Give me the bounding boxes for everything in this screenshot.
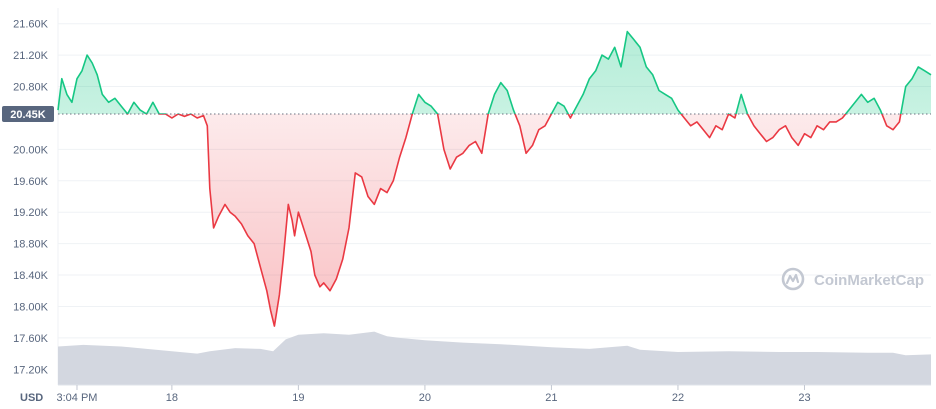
reference-layer: 20.45K bbox=[2, 106, 931, 123]
x-tick-label: 18 bbox=[166, 392, 178, 404]
x-tick-label: 19 bbox=[292, 392, 304, 404]
reference-label-box bbox=[2, 106, 54, 123]
currency-unit-label: USD bbox=[20, 392, 43, 404]
price-area-above bbox=[58, 31, 931, 115]
price-line-below bbox=[126, 114, 902, 327]
y-tick-label: 20.80K bbox=[13, 82, 49, 94]
y-tick-label: 19.20K bbox=[13, 207, 49, 219]
y-tick-label: 17.60K bbox=[13, 333, 49, 345]
y-tick-label: 21.20K bbox=[13, 50, 49, 62]
y-tick-label: 19.60K bbox=[13, 176, 49, 188]
y-tick-label: 21.60K bbox=[13, 19, 49, 31]
y-tick-label: 18.80K bbox=[13, 239, 49, 251]
volume-area bbox=[58, 331, 931, 385]
x-tick-label: 20 bbox=[419, 392, 431, 404]
x-axis: 3:04 PM 18 19 20 21 22 23 bbox=[56, 384, 931, 404]
watermark: CoinMarketCap bbox=[781, 267, 924, 291]
watermark-text: CoinMarketCap bbox=[814, 272, 924, 289]
coinmarketcap-logo-icon bbox=[781, 267, 805, 291]
x-tick-label: 3:04 PM bbox=[56, 392, 97, 404]
grid-lines bbox=[57, 8, 931, 385]
reference-label: 20.45K bbox=[10, 109, 46, 121]
x-tick-label: 23 bbox=[798, 392, 810, 404]
y-tick-label: 18.00K bbox=[13, 301, 49, 313]
y-tick-label: 18.40K bbox=[13, 270, 49, 282]
y-tick-label: 20.00K bbox=[13, 144, 49, 156]
price-layer bbox=[57, 30, 932, 327]
x-tick-label: 22 bbox=[672, 392, 684, 404]
price-area-below bbox=[165, 114, 901, 327]
y-axis: 17.20K 17.60K 18.00K 18.40K 18.80K 19.20K 19.6… bbox=[13, 19, 49, 377]
price-line-above bbox=[57, 30, 932, 115]
volume-layer bbox=[58, 331, 931, 385]
y-tick-label: 17.20K bbox=[13, 364, 49, 376]
x-tick-label: 21 bbox=[545, 392, 557, 404]
